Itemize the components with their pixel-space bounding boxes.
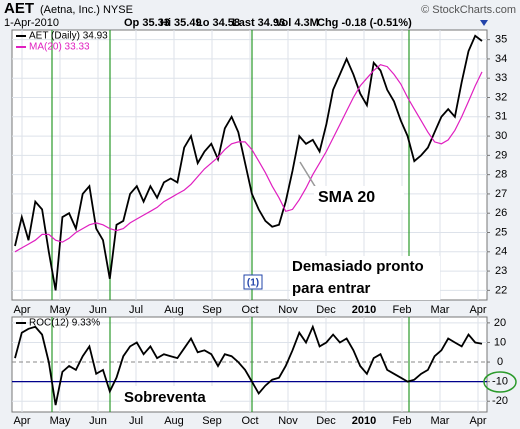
x-tick-label: Mar bbox=[431, 304, 450, 316]
label-bg bbox=[290, 256, 440, 300]
y-tick-label: 35 bbox=[495, 34, 507, 46]
x-tick-label: Sep bbox=[202, 415, 222, 427]
annotation: Sobreventa bbox=[124, 389, 206, 406]
y-tick-label: 32 bbox=[495, 91, 507, 103]
header-stat: Vol 4.3M bbox=[275, 17, 319, 29]
x-tick-label: Feb bbox=[393, 304, 412, 316]
label-bg bbox=[314, 186, 404, 210]
x-tick-label: Apr bbox=[13, 304, 30, 316]
x-tick-label: Apr bbox=[13, 415, 30, 427]
x-tick-label: 2010 bbox=[352, 415, 376, 427]
header-stat: Last 34.93 bbox=[232, 17, 285, 29]
x-tick-label: Feb bbox=[393, 415, 412, 427]
x-tick-label: Jun bbox=[89, 415, 107, 427]
symbol: AET bbox=[4, 0, 34, 17]
label-bg bbox=[120, 386, 220, 410]
source: © StockCharts.com bbox=[421, 4, 516, 16]
roc-panel: ROC(12) 9.33% bbox=[11, 316, 488, 413]
header-stat: Hi 35.49 bbox=[160, 17, 202, 29]
x-tick-label: Aug bbox=[164, 415, 184, 427]
x-tick-label: Nov bbox=[278, 415, 298, 427]
y-tick-label: 33 bbox=[495, 72, 507, 84]
legend-label: MA(20) 33.33 bbox=[29, 42, 90, 53]
company: (Aetna, Inc.) NYSE bbox=[40, 4, 133, 16]
x-tick-label: Apr bbox=[469, 415, 486, 427]
y-tick-label: 23 bbox=[495, 265, 507, 277]
series-line bbox=[14, 64, 483, 253]
header-stat: Op 35.33 bbox=[124, 17, 170, 29]
x-tick-label: Sep bbox=[202, 304, 222, 316]
legend-label: AET (Daily) 34.93 bbox=[29, 31, 108, 42]
y-tick-label: 31 bbox=[495, 111, 507, 123]
annotation: SMA 20 bbox=[318, 189, 375, 206]
down-arrow bbox=[480, 20, 488, 26]
y-tick-label: 24 bbox=[495, 246, 507, 258]
y-tick-label: 10 bbox=[494, 336, 506, 348]
x-tick-label: Dec bbox=[316, 304, 336, 316]
annotation: Demasiado pronto bbox=[292, 258, 424, 275]
x-tick-label: Oct bbox=[241, 304, 258, 316]
x-tick-label: 2010 bbox=[352, 304, 376, 316]
date: 1-Apr-2010 bbox=[4, 17, 59, 29]
y-tick-label: 34 bbox=[495, 53, 507, 65]
x-tick-label: Jul bbox=[129, 415, 143, 427]
annotations: SMA 20 Demasiado pronto para entrar (1) Sobr… bbox=[120, 161, 517, 410]
y-tick-label: 29 bbox=[495, 149, 507, 161]
header-stat: Lo 34.58 bbox=[196, 17, 240, 29]
y-tick-label: -10 bbox=[492, 376, 508, 388]
series-line bbox=[14, 324, 483, 406]
x-tick-label: Aug bbox=[164, 304, 184, 316]
y-tick-label: 20 bbox=[494, 317, 506, 329]
annotation: para entrar bbox=[292, 280, 371, 297]
pointer bbox=[299, 161, 317, 189]
y-tick-label: 26 bbox=[495, 207, 507, 219]
marker: (1) bbox=[247, 278, 259, 289]
marker-box bbox=[243, 274, 263, 290]
highlight bbox=[483, 371, 517, 393]
y-tick-label: 28 bbox=[495, 169, 507, 181]
x-tick-label: Oct bbox=[241, 415, 258, 427]
x-tick-label: May bbox=[50, 415, 71, 427]
x-tick-label: May bbox=[50, 304, 71, 316]
y-tick-label: -20 bbox=[492, 395, 508, 407]
x-tick-label: Mar bbox=[431, 415, 450, 427]
x-tick-label: Nov bbox=[278, 304, 298, 316]
x-tick-label: Apr bbox=[469, 304, 486, 316]
legend-label: ROC(12) 9.33% bbox=[29, 318, 100, 329]
x-tick-label: Jun bbox=[89, 304, 107, 316]
y-tick-label: 0 bbox=[497, 356, 503, 368]
y-tick-label: 22 bbox=[495, 284, 507, 296]
x-tick-label: Jul bbox=[129, 304, 143, 316]
x-tick-label: Dec bbox=[316, 415, 336, 427]
y-tick-label: 30 bbox=[495, 130, 507, 142]
header-stat: Chg -0.18 (-0.51%) bbox=[317, 17, 412, 29]
series-line bbox=[14, 34, 483, 291]
y-tick-label: 25 bbox=[495, 226, 507, 238]
y-tick-label: 27 bbox=[495, 188, 507, 200]
